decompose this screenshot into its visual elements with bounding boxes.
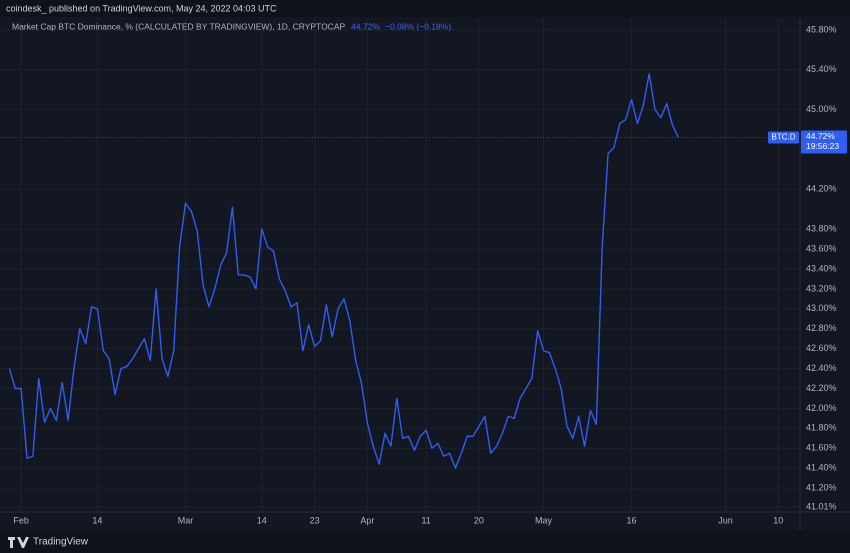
y-tick-label: 44.20% [806,184,837,194]
x-tick-label: 20 [474,515,484,525]
y-tick-label: 45.00% [806,104,837,114]
y-tick-label: 43.60% [806,243,837,253]
header-bar [0,0,850,17]
publisher: coindesk_ published on TradingView.com, … [6,3,277,13]
y-tick-label: 42.00% [806,403,837,413]
y-tick-label: 43.80% [806,224,837,234]
y-tick-label: 41.40% [806,463,837,473]
x-tick-label: Feb [13,515,29,525]
x-tick-label: 16 [627,515,637,525]
y-tick-label: 45.40% [806,64,837,74]
y-tick-label: 45.80% [806,24,837,34]
price-tag-value: 44.72% [806,131,835,141]
x-tick-label: 14 [257,515,267,525]
symbol-tag-text: BTC.D [772,133,796,142]
y-tick-label: 42.40% [806,363,837,373]
footer-brand: TradingView [33,537,89,548]
legend: Market Cap BTC Dominance, % (CALCULATED … [12,21,451,31]
price-tag-countdown: 19:56:23 [806,141,839,151]
line [8,73,680,469]
plot [0,73,800,469]
symbol-tag [768,131,799,144]
y-tick-label: 41.80% [806,423,837,433]
grid [0,18,800,512]
y-tick-label: 43.40% [806,263,837,273]
y-tick-label: 41.60% [806,443,837,453]
x-tick-label: May [535,515,553,525]
x-tick-label: 10 [773,515,783,525]
legend-change: −0.08% (−0.18%) [385,21,451,31]
footer-bar [0,530,850,553]
footer-logo [8,537,29,548]
x-tick-label: Mar [178,515,194,525]
y-tick-label: 42.20% [806,383,837,393]
y-tick-label: 43.00% [806,303,837,313]
price-tag [801,130,847,154]
x-tick-label: Jun [718,515,733,525]
x-tick-label: 14 [92,515,102,525]
legend-value: 44.72% [351,21,380,31]
legend-name: Market Cap BTC Dominance, % (CALCULATED … [12,21,345,31]
y-tick-label: 41.20% [806,482,837,492]
y-tick-label: 43.20% [806,283,837,293]
x-tick-label: 23 [310,515,320,525]
y-tick-label: 42.80% [806,323,837,333]
x-tick-label: 11 [421,515,430,525]
x-tick-label: Apr [360,515,374,525]
y-tick-label: 41.01% [806,501,837,511]
y-tick-label: 42.60% [806,343,837,353]
